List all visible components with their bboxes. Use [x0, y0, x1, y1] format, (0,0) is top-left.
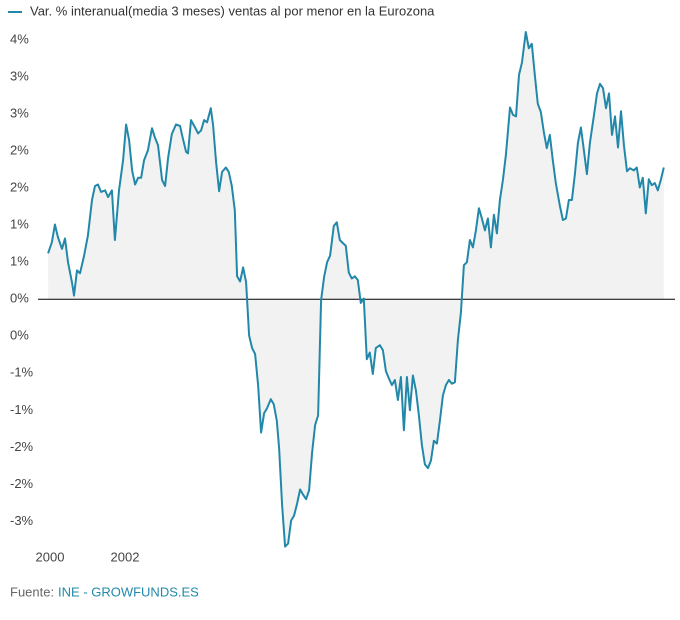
y-tick-label: -1%	[10, 402, 34, 417]
y-tick-label: -2%	[10, 439, 34, 454]
y-tick-label: 4%	[10, 32, 29, 47]
y-tick-label: 1%	[10, 254, 29, 269]
y-tick-label: -3%	[10, 513, 34, 528]
source: INE - GROWFUNDS.ES	[58, 584, 199, 599]
x-tick-label: 2000	[36, 549, 65, 564]
y-tick-label: -2%	[10, 476, 34, 491]
y-tick-label: -1%	[10, 365, 34, 380]
y-tick-label: 3%	[10, 106, 29, 121]
x-tick-label: 2002	[111, 549, 140, 564]
source-label: Fuente:	[10, 584, 54, 599]
y-tick-label: 2%	[10, 180, 29, 195]
legend-label: Var. % interanual(media 3 meses) ventas …	[30, 3, 435, 18]
y-tick-label: 1%	[10, 217, 29, 232]
y-tick-label: 0%	[10, 291, 29, 306]
y-tick-label: 0%	[10, 328, 29, 343]
area	[48, 32, 664, 547]
line	[47, 31, 665, 548]
y-tick-label: 2%	[10, 143, 29, 158]
y-tick-label: 3%	[10, 69, 29, 84]
